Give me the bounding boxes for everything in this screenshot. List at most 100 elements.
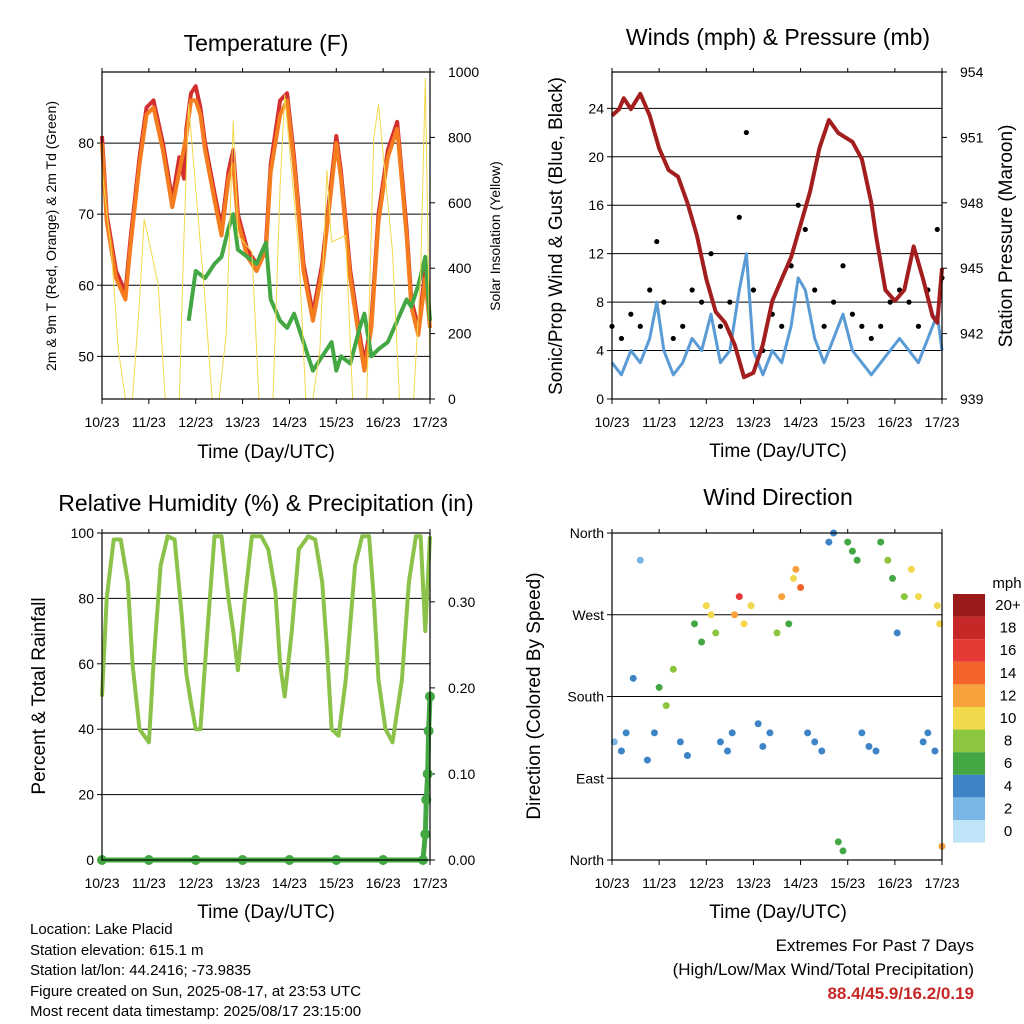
series-point [423,725,434,736]
direction-point [919,738,927,746]
series-point [795,202,801,208]
plot-frame [611,532,943,861]
colorbar-label: 18 [1000,620,1017,637]
panel-title: Temperature (F) [184,30,349,56]
colorbar-label: 4 [1004,778,1012,795]
plot-frame [101,71,431,400]
y-tick-label: 100 [71,525,95,541]
wind-direction-panel: Wind Direction North East South West North 10/… [524,484,960,923]
colorbar-label: 2 [1004,800,1012,817]
x-tick-label: 12/23 [178,875,213,891]
x-tick-label: 15/23 [319,875,354,891]
y-axis-label: Percent & Total Rainfall [29,597,50,794]
direction-point [683,752,691,760]
y2-tick-label: 0.30 [448,594,475,610]
x-tick-label: 16/23 [366,414,401,430]
direction-point [865,742,873,750]
x-tick-label: 13/23 [225,414,260,430]
series-point [915,323,922,329]
colorbar-label: 10 [1000,710,1017,727]
x-tick-label: 16/23 [877,414,912,430]
direction-point [834,838,842,846]
direction-point [818,747,826,755]
series-line [610,91,944,380]
direction-point [839,847,847,855]
colorbar-swatch [953,752,985,775]
direction-point [643,756,651,764]
direction-point [811,738,819,746]
y2-tick-label: 939 [960,391,984,407]
x-tick-label: 13/23 [225,875,260,891]
series-line [100,98,432,373]
colorbar-label: 16 [1000,642,1017,659]
colorbar-swatch [953,594,985,617]
y2-axis-label: Station Pressure (Maroon) [996,125,1017,348]
series-line [610,252,944,377]
colorbar-swatch [953,661,985,685]
colorbar-label: 0 [1004,823,1012,840]
humidity-precip-panel: Relative Humidity (%) & Precipitation (i… [29,490,475,923]
series-point [887,299,893,305]
direction-point [936,620,944,628]
series-point [859,323,865,329]
y-tick-label: 12 [588,246,604,262]
direction-point [662,702,670,710]
extremes-block: Extremes For Past 7 Days (High/Low/Max W… [673,934,974,1006]
y-tick-label: East [576,770,604,786]
speed-colorbar: mph 20+ 18 16 14 12 10 8 6 4 2 0 [953,575,1022,843]
x-axis-label: Time (Day/UTC) [197,442,335,463]
direction-point [728,729,736,737]
colorbar-swatch [953,684,985,707]
recent-timestamp: Most recent data timestamp: 2025/08/17 2… [30,1003,362,1020]
figure-created: Figure created on Sun, 2025-08-17, at 23… [30,982,362,1000]
y2-tick-label: 0 [448,391,456,407]
colorbar-swatch [953,707,985,730]
colorbar-label: 6 [1004,755,1012,772]
y2-tick-label: 945 [960,260,984,276]
x-axis-label: Time (Day/UTC) [197,902,335,923]
direction-point [844,538,852,546]
series-point [878,323,884,329]
x-tick-label: 14/23 [272,875,307,891]
direction-point [907,565,915,573]
x-tick-label: 13/23 [736,414,771,430]
x-tick-label: 11/23 [642,875,676,891]
y2-tick-label: 400 [448,260,472,276]
extremes-values: 88.4/45.9/16.2/0.19 [827,984,974,1003]
series-point [420,829,431,840]
series-point [689,287,695,293]
direction-point [792,565,800,573]
winds-pressure-panel: Winds (mph) & Pressure (mb) 0 4 8 12 16 20 24 93… [546,24,1017,462]
y2-tick-label: 951 [960,129,984,145]
direction-point [622,729,630,737]
direction-point [655,683,663,691]
y-axis-label: Sonic/Prop Wind & Gust (Blue, Black) [546,77,567,395]
series-point [779,323,785,329]
series-point [727,299,733,305]
series-line [100,534,432,745]
x-tick-label: 11/23 [132,414,166,430]
x-tick-label: 12/23 [178,414,213,430]
direction-point [858,729,866,737]
direction-point [698,638,706,646]
series-point [802,226,808,233]
colorbar-swatch [953,639,985,662]
panel-title: Relative Humidity (%) & Precipitation (i… [58,490,473,516]
series-point [906,299,912,305]
y-tick-label: 20 [78,787,94,803]
y-tick-label: 70 [78,206,94,222]
panel-title: Winds (mph) & Pressure (mb) [626,24,930,50]
y-tick-label: 24 [588,100,604,116]
direction-point [766,729,774,737]
colorbar-swatch [953,729,985,753]
x-tick-label: 12/23 [689,414,724,430]
series-point [736,214,742,220]
series-point [717,323,724,329]
series-point [812,287,818,293]
x-tick-label: 16/23 [366,875,401,891]
y-axis-label: 2m & 9m T (Red, Orange) & 2m Td (Green) [43,101,59,371]
extremes-subtitle: (High/Low/Max Wind/Total Precipitation) [672,960,974,979]
direction-point [797,584,805,591]
y-tick-label: 80 [78,590,94,606]
